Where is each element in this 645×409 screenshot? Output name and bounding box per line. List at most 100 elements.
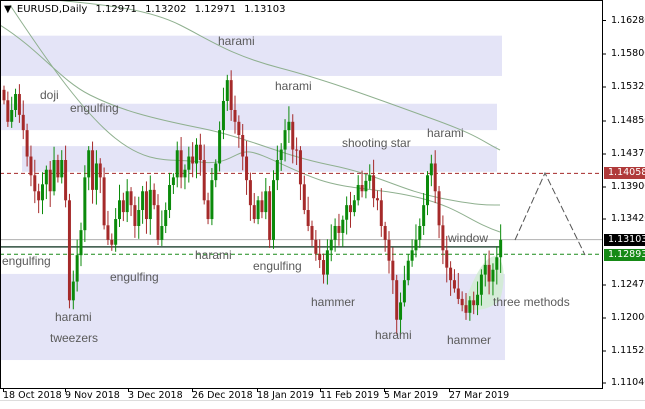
- candle: [67, 193, 71, 309]
- price-axis-label: 1.14850: [611, 115, 645, 126]
- candle: [268, 185, 272, 248]
- candle: [144, 181, 148, 234]
- candle: [241, 124, 245, 171]
- candle: [452, 269, 456, 293]
- candle: [171, 173, 175, 194]
- candle: [225, 74, 229, 111]
- candle: [364, 174, 368, 199]
- candle: [283, 119, 287, 162]
- price-axis-label: 1.15800: [611, 48, 645, 59]
- candle: [491, 263, 495, 296]
- candle: [87, 146, 91, 191]
- current-price-tag: 1.13103: [604, 234, 645, 246]
- price-axis-label: 1.16280: [611, 14, 645, 26]
- pattern-label-shooting-star: shooting star: [342, 136, 411, 150]
- candle: [368, 164, 372, 189]
- candle: [60, 150, 64, 184]
- levels: [0, 172, 602, 255]
- pattern-label-doji: doji: [40, 88, 59, 102]
- candle: [345, 196, 349, 235]
- candle: [83, 165, 87, 243]
- candle: [352, 194, 356, 217]
- candle: [464, 293, 468, 320]
- candle: [426, 171, 429, 216]
- candle: [195, 138, 198, 179]
- open-value: 1.12971: [95, 4, 137, 15]
- candle: [141, 185, 145, 224]
- candle: [468, 296, 472, 321]
- pattern-label-harami: harami: [218, 34, 255, 48]
- candle: [349, 191, 352, 228]
- candle: [191, 142, 195, 178]
- candle: [264, 178, 268, 220]
- candle: [399, 292, 403, 336]
- candle: [445, 235, 449, 283]
- candle: [422, 193, 426, 235]
- candle: [325, 239, 329, 285]
- menu-triangle-icon[interactable]: ▼: [4, 4, 12, 15]
- price-axis-label: 1.12470: [611, 279, 645, 290]
- candle: [310, 220, 314, 246]
- candle: [333, 218, 337, 252]
- candle: [44, 165, 48, 200]
- candle: [33, 159, 37, 204]
- pattern-label-window: window: [448, 231, 489, 245]
- candle: [137, 196, 141, 239]
- pattern-label-harami: harami: [427, 126, 464, 140]
- candle: [472, 291, 476, 315]
- candle: [64, 145, 68, 208]
- candle: [156, 194, 160, 246]
- candle: [237, 115, 241, 148]
- candle: [52, 146, 56, 196]
- candle: [71, 270, 75, 310]
- pattern-label-hammer: hammer: [311, 295, 356, 309]
- high-value: 1.13202: [145, 4, 187, 15]
- candle: [410, 239, 414, 267]
- candle: [387, 231, 391, 274]
- candle: [25, 123, 29, 167]
- candle: [318, 239, 322, 269]
- candle: [110, 233, 114, 251]
- candle: [395, 274, 399, 335]
- candle: [79, 222, 83, 267]
- candle: [256, 196, 260, 225]
- price-axis-label: 1.11040: [611, 377, 645, 388]
- candle: [460, 291, 464, 312]
- candle: [125, 179, 129, 223]
- pattern-label-tweezers: tweezers: [50, 331, 99, 345]
- moving-average-slow: [54, 0, 501, 151]
- candle: [306, 196, 310, 232]
- projection-line: [514, 171, 586, 256]
- moving-average-fast: [9, 4, 501, 233]
- candle: [449, 261, 453, 296]
- date-axis-label: 18 Oct 2018: [3, 390, 62, 401]
- candle: [148, 175, 152, 235]
- pattern-label-harami: harami: [275, 79, 312, 93]
- candle: [260, 191, 264, 219]
- price-axis-label: 1.15320: [611, 81, 645, 92]
- candle: [175, 141, 179, 188]
- chart-border: [0, 0, 603, 389]
- price-axis-label: 1.14370: [611, 148, 645, 159]
- candle: [429, 154, 433, 187]
- candle: [406, 254, 410, 286]
- candle: [206, 192, 210, 225]
- candle: [106, 210, 110, 246]
- candle: [391, 247, 395, 294]
- candle: [164, 202, 168, 234]
- candle: [118, 184, 121, 228]
- candle: [291, 114, 295, 164]
- candle: [98, 158, 102, 194]
- chart-header: ▼ EURUSD,Daily 1.12971 1.13202 1.12971 1…: [4, 4, 286, 15]
- price-axis-label: 1.13900: [611, 181, 645, 192]
- price-zone: [0, 35, 502, 76]
- pattern-label-hammer: hammer: [447, 333, 492, 347]
- candle: [41, 172, 44, 215]
- support-price-tag: 1.12893: [604, 249, 645, 261]
- date-axis-label: 9 Nov 2018: [65, 390, 120, 401]
- candle: [499, 224, 503, 273]
- zones: [0, 35, 505, 361]
- candles: [2, 70, 503, 336]
- candle: [210, 168, 214, 226]
